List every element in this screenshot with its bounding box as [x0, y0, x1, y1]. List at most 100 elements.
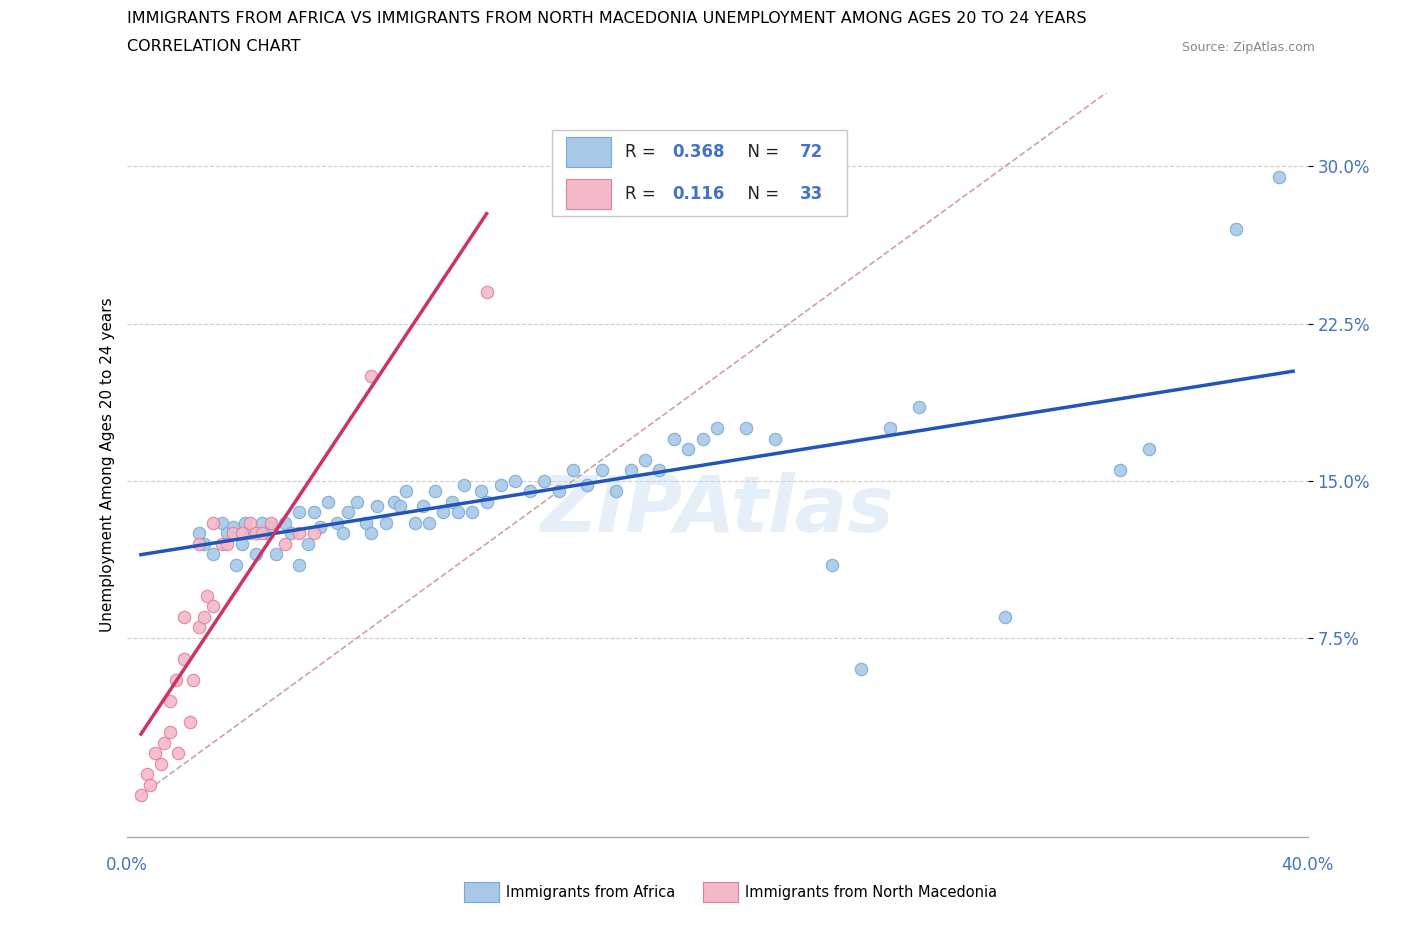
- Point: [259, 515, 281, 530]
- Point: [193, 609, 215, 624]
- Point: [211, 515, 233, 530]
- Point: [360, 525, 382, 540]
- Point: [374, 515, 396, 530]
- Point: [288, 557, 311, 572]
- Point: [187, 537, 209, 551]
- Point: [346, 494, 368, 509]
- Point: [233, 515, 256, 530]
- Point: [360, 368, 382, 383]
- Text: 33: 33: [800, 185, 823, 204]
- Point: [395, 484, 418, 498]
- Point: [489, 477, 512, 492]
- Point: [181, 672, 204, 687]
- Point: [245, 525, 267, 540]
- FancyBboxPatch shape: [565, 179, 610, 209]
- Point: [634, 452, 657, 467]
- Point: [662, 432, 685, 446]
- Point: [231, 525, 253, 540]
- Point: [288, 505, 311, 520]
- Point: [821, 557, 844, 572]
- Point: [138, 777, 160, 792]
- Point: [432, 505, 454, 520]
- Point: [143, 746, 166, 761]
- Point: [366, 498, 388, 513]
- Point: [259, 519, 281, 534]
- Point: [648, 463, 671, 478]
- Point: [201, 515, 224, 530]
- Point: [150, 756, 173, 771]
- Point: [222, 519, 245, 534]
- Point: [576, 477, 599, 492]
- Point: [475, 285, 498, 299]
- Y-axis label: Unemployment Among Ages 20 to 24 years: Unemployment Among Ages 20 to 24 years: [100, 298, 115, 632]
- Point: [266, 547, 288, 562]
- Point: [412, 498, 434, 513]
- Point: [280, 525, 302, 540]
- Point: [187, 620, 209, 635]
- Point: [475, 494, 498, 509]
- Point: [907, 400, 929, 415]
- Point: [302, 525, 325, 540]
- Point: [620, 463, 643, 478]
- Point: [326, 515, 349, 530]
- Point: [217, 525, 239, 540]
- Point: [734, 421, 756, 436]
- Point: [153, 736, 176, 751]
- FancyBboxPatch shape: [551, 130, 846, 216]
- Point: [225, 557, 247, 572]
- Point: [384, 494, 406, 509]
- Text: R =: R =: [624, 142, 661, 161]
- Point: [222, 525, 245, 540]
- Point: [1137, 442, 1160, 457]
- Point: [297, 537, 319, 551]
- Text: N =: N =: [737, 185, 785, 204]
- Point: [461, 505, 484, 520]
- Text: 72: 72: [800, 142, 823, 161]
- Point: [167, 746, 190, 761]
- Point: [165, 672, 187, 687]
- Text: Source: ZipAtlas.com: Source: ZipAtlas.com: [1181, 41, 1315, 54]
- Point: [354, 515, 377, 530]
- Point: [211, 537, 233, 551]
- Point: [547, 484, 569, 498]
- Point: [453, 477, 475, 492]
- Point: [159, 724, 181, 739]
- Point: [505, 473, 527, 488]
- Point: [447, 505, 470, 520]
- Text: CORRELATION CHART: CORRELATION CHART: [127, 39, 299, 54]
- Text: 0.116: 0.116: [672, 185, 724, 204]
- Point: [389, 498, 412, 513]
- Text: N =: N =: [737, 142, 785, 161]
- Point: [1109, 463, 1132, 478]
- Point: [187, 525, 209, 540]
- Point: [179, 714, 201, 729]
- Point: [250, 525, 273, 540]
- Point: [274, 537, 297, 551]
- Point: [250, 515, 273, 530]
- Point: [1268, 169, 1291, 184]
- Text: 40.0%: 40.0%: [1281, 856, 1334, 873]
- Point: [193, 537, 215, 551]
- Point: [519, 484, 541, 498]
- Point: [423, 484, 446, 498]
- Point: [159, 694, 181, 709]
- Point: [173, 609, 195, 624]
- Text: R =: R =: [624, 185, 661, 204]
- Point: [692, 432, 714, 446]
- Point: [994, 609, 1017, 624]
- Point: [849, 662, 872, 677]
- Point: [332, 525, 354, 540]
- Point: [706, 421, 728, 436]
- Point: [605, 484, 627, 498]
- Point: [533, 473, 555, 488]
- Point: [239, 515, 262, 530]
- Point: [591, 463, 613, 478]
- Point: [418, 515, 440, 530]
- Text: 0.368: 0.368: [672, 142, 724, 161]
- Point: [239, 525, 262, 540]
- Point: [316, 494, 339, 509]
- Text: IMMIGRANTS FROM AFRICA VS IMMIGRANTS FROM NORTH MACEDONIA UNEMPLOYMENT AMONG AGE: IMMIGRANTS FROM AFRICA VS IMMIGRANTS FRO…: [127, 11, 1087, 26]
- Point: [308, 519, 330, 534]
- Point: [201, 547, 224, 562]
- Point: [256, 525, 278, 540]
